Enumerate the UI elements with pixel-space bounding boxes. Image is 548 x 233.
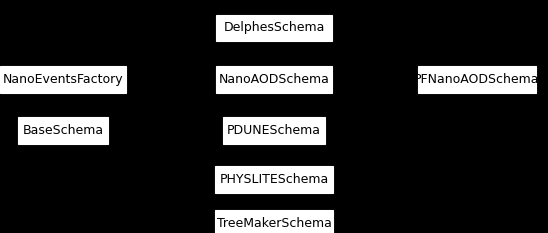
Text: PFNanoAODSchema: PFNanoAODSchema [414, 73, 540, 86]
FancyBboxPatch shape [216, 66, 332, 93]
FancyBboxPatch shape [216, 14, 332, 41]
Text: TreeMakerSchema: TreeMakerSchema [216, 217, 332, 230]
FancyBboxPatch shape [418, 66, 535, 93]
Text: DelphesSchema: DelphesSchema [224, 21, 324, 34]
FancyBboxPatch shape [215, 166, 333, 193]
Text: NanoEventsFactory: NanoEventsFactory [3, 73, 123, 86]
Text: NanoAODSchema: NanoAODSchema [219, 73, 329, 86]
FancyBboxPatch shape [18, 117, 109, 144]
FancyBboxPatch shape [0, 66, 126, 93]
FancyBboxPatch shape [223, 117, 324, 144]
Text: PHYSLITESchema: PHYSLITESchema [219, 173, 329, 186]
Text: BaseSchema: BaseSchema [22, 124, 104, 137]
Text: PDUNESchema: PDUNESchema [227, 124, 321, 137]
FancyBboxPatch shape [215, 210, 333, 233]
